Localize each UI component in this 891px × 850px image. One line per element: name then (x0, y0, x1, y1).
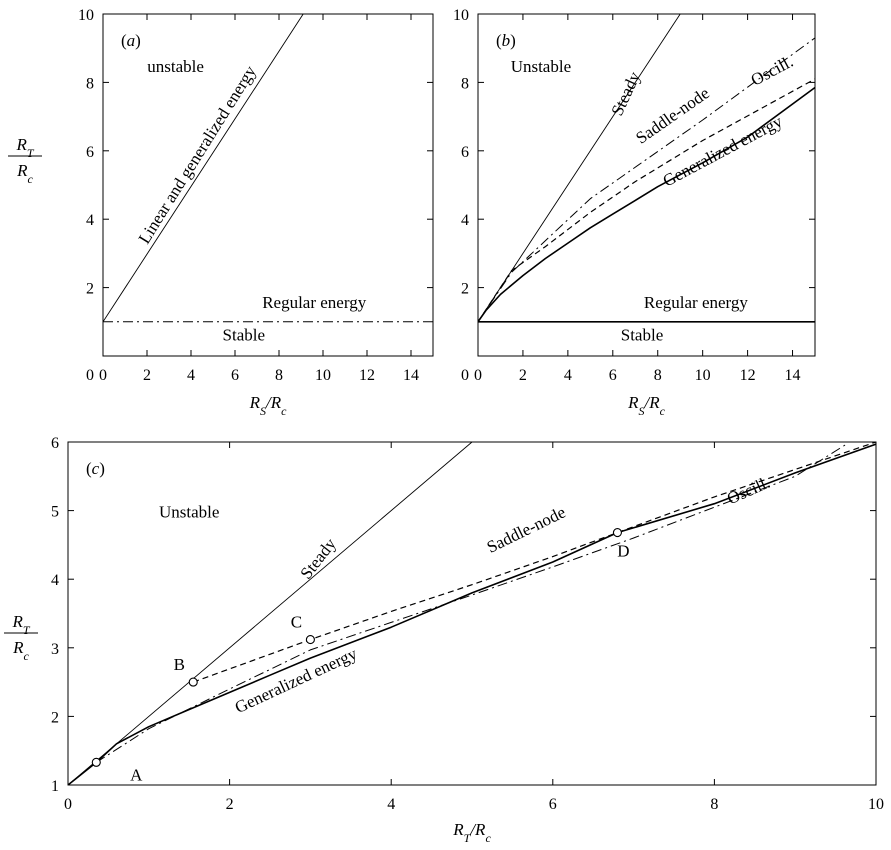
panel-b-ytick-label: 2 (461, 281, 469, 298)
panel-c-series (68, 442, 876, 785)
panel-c-xtick-label: 6 (549, 796, 557, 813)
annotation-generalized-energy: Generalized energy (232, 644, 360, 717)
panel-b-xtick-label: 0 (474, 367, 482, 384)
panel-a-xtick-label: 4 (187, 367, 195, 384)
panel-c-y-axis-denominator: Rc (12, 638, 29, 663)
panel-a-xtick-label: 12 (359, 367, 375, 384)
panel-c-y-axis-numerator: RT (11, 612, 30, 637)
panel-b-frame (477, 13, 816, 357)
panel-a-tag: (a) (121, 31, 141, 50)
annotation-steady: Steady (607, 68, 644, 118)
series-linear-and-generalized-energy-line (103, 14, 304, 323)
panel-b-tag: (b) (496, 31, 516, 50)
panel-b-ytick-label: 8 (461, 75, 469, 92)
annotation-unstable: Unstable (159, 502, 219, 521)
panel-a-y-axis-denominator: Rc (16, 161, 33, 186)
annotation-regular-energy: Regular energy (262, 293, 367, 312)
annotation-saddle-node: Saddle-node (632, 83, 713, 147)
point-d-marker (612, 528, 622, 538)
panel-c-x-axis-label: RT/Rc (452, 820, 491, 845)
panel-b-series (478, 14, 815, 323)
panel-b-ytick-label: 6 (461, 144, 469, 161)
annotation-stable: Stable (223, 326, 266, 345)
annotation-saddle-node: Saddle-node (484, 503, 569, 557)
panel-a-ytick-label: 6 (86, 144, 94, 161)
panel-b-xtick-label: 8 (654, 367, 662, 384)
series-generalized-energy-line (68, 443, 876, 785)
panel-c-ytick-label: 4 (51, 572, 59, 589)
series-saddle-node-line (478, 37, 815, 323)
panel-a-ytick-label: 4 (86, 212, 94, 229)
panel-c-tag: (c) (86, 459, 105, 478)
point-b-label: B (174, 655, 185, 674)
panel-b-x-axis-label: RS/Rc (627, 393, 666, 418)
annotation-oscill: Oscill. (724, 473, 773, 509)
annotation-generalized-energy: Generalized energy (660, 111, 786, 190)
panel-a-y-axis-numerator: RT (15, 135, 34, 160)
panel-a-xtick-label: 14 (403, 367, 419, 384)
panel-a-series (103, 14, 433, 323)
panel-a-xtick-label: 2 (143, 367, 151, 384)
point-c-marker (305, 635, 315, 645)
panel-a-origin-label: 0 (86, 367, 94, 384)
panel-c-xtick-label: 10 (868, 796, 884, 813)
panel-c-xtick-label: 0 (64, 796, 72, 813)
panel-a-xtick-label: 8 (275, 367, 283, 384)
panel-b-origin-label: 0 (461, 367, 469, 384)
point-c-label: C (291, 613, 302, 632)
panel-c-ytick-label: 2 (51, 709, 59, 726)
panel-c-ytick-label: 3 (51, 641, 59, 658)
panel-b-ytick-label: 10 (453, 7, 469, 24)
series-generalized-energy-line (478, 86, 815, 323)
annotation-stable: Stable (621, 326, 664, 345)
panel-c-ytick-label: 1 (51, 778, 59, 795)
annotation-unstable: unstable (147, 57, 204, 76)
panel-b-xtick-label: 14 (785, 367, 801, 384)
annotation-unstable: Unstable (511, 57, 571, 76)
panel-b-xtick-label: 4 (564, 367, 572, 384)
series-steady-line (68, 442, 473, 785)
series-saddle-node-line (96, 442, 848, 763)
panel-b: 0 2 4 6 8 10 12 14 2 4 6 8 10 0 Unstable Stable Regular … (453, 7, 816, 418)
point-b-marker (188, 677, 198, 687)
panel-a-ytick-label: 8 (86, 75, 94, 92)
panel-a: 0 2 4 6 8 10 12 14 2 4 6 8 10 0 unstable Stable Regular … (8, 7, 434, 418)
annotation-regular-energy: Regular energy (644, 293, 749, 312)
annotation-oscill: Oscill. (748, 52, 797, 90)
series-oscill-line (192, 442, 876, 683)
panel-c-xtick-label: 4 (387, 796, 395, 813)
panel-c: 0 2 4 6 8 10123456ABCDUnstableSteadySaddle-no… (4, 435, 884, 845)
panel-c-xtick-label: 8 (710, 796, 718, 813)
panel-a-ytick-label: 10 (78, 7, 94, 24)
panel-b-ytick-label: 4 (461, 212, 469, 229)
panel-a-xtick-label: 0 (99, 367, 107, 384)
panel-a-xtick-label: 10 (315, 367, 331, 384)
panel-b-xtick-label: 6 (609, 367, 617, 384)
panel-c-ytick-label: 6 (51, 435, 59, 452)
panel-a-ytick-label: 2 (86, 281, 94, 298)
point-d-label: D (617, 542, 629, 561)
annotation-steady: Steady (296, 534, 340, 583)
panel-a-x-axis-label: RS/Rc (249, 393, 288, 418)
point-a-marker (91, 757, 101, 767)
panel-c-ytick-label: 5 (51, 504, 59, 521)
panel-b-xtick-label: 2 (519, 367, 527, 384)
panel-a-xtick-label: 6 (231, 367, 239, 384)
annotation-linear-and-generalized-energy: Linear and generalized energy (135, 62, 261, 247)
point-a-label: A (130, 765, 143, 784)
panel-b-xtick-label: 12 (740, 367, 756, 384)
panel-a-frame (102, 13, 434, 357)
panel-b-xtick-label: 10 (695, 367, 711, 384)
series-oscill-line (478, 78, 815, 323)
panel-c-xtick-label: 2 (226, 796, 234, 813)
